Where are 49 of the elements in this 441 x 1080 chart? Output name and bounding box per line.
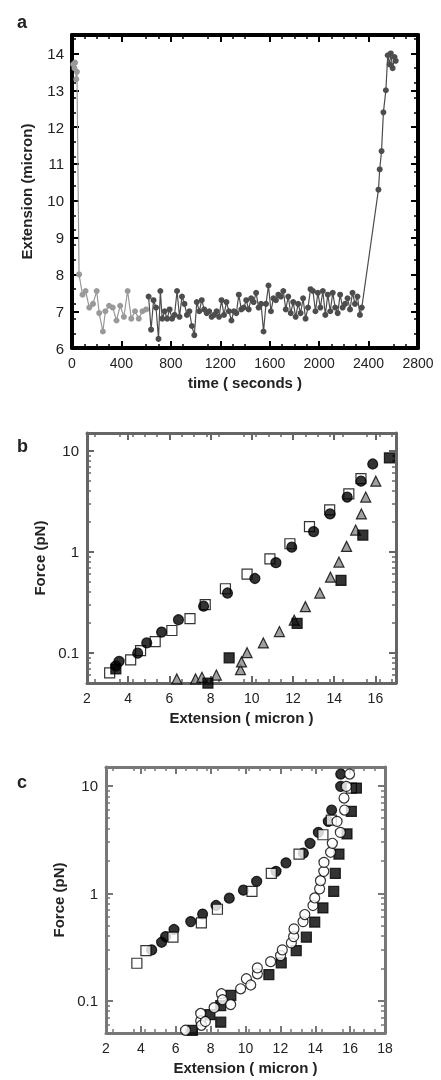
x-tick-label: 12 (272, 1040, 289, 1056)
y-tick-label: 1 (89, 884, 98, 902)
x-tick-label: 8 (206, 690, 215, 707)
x-axis-title: Extension ( micron ) (169, 709, 314, 726)
chart-title: b (17, 436, 28, 456)
y-tick-label: 0.1 (77, 992, 98, 1010)
y-axis-title: Force (pN) (31, 520, 49, 596)
x-tick-label: 2400 (352, 355, 385, 372)
x-tick-label: 18 (377, 1040, 393, 1056)
x-tick-label: 6 (171, 1040, 180, 1056)
x-tick-label: 2800 (402, 355, 434, 372)
x-tick-label: 14 (326, 690, 343, 707)
x-tick-label: 1600 (254, 355, 286, 372)
x-tick-label: 0 (68, 355, 77, 372)
y-tick-label: 10 (62, 442, 79, 460)
x-tick-label: 400 (109, 355, 134, 372)
y-tick-label: 8 (55, 265, 64, 283)
y-axis-title: Extension (micron) (18, 123, 35, 260)
x-tick-label: 14 (307, 1040, 324, 1056)
y-tick-label: 0.1 (58, 644, 79, 662)
x-tick-label: 1200 (204, 355, 237, 372)
x-tick-label: 6 (165, 690, 174, 707)
y-tick-label: 12 (47, 118, 64, 136)
x-tick-label: 16 (367, 690, 384, 707)
x-tick-label: 2000 (303, 355, 335, 372)
y-tick-label: 14 (47, 44, 64, 62)
x-tick-label: 4 (136, 1040, 145, 1056)
x-tick-label: 4 (124, 690, 133, 707)
y-tick-label: 10 (47, 192, 64, 210)
y-tick-label: 1 (70, 543, 79, 561)
y-tick-label: 13 (47, 81, 64, 99)
x-tick-label: 800 (159, 355, 183, 372)
x-tick-label: 8 (206, 1040, 215, 1056)
x-tick-label: 12 (285, 690, 301, 707)
y-tick-label: 9 (55, 229, 64, 247)
x-tick-label: 10 (237, 1040, 254, 1056)
y-axis-title: Force (pN) (50, 862, 68, 938)
x-tick-label: 2 (83, 690, 92, 707)
x-axis-title: Extension ( micron ) (173, 1058, 318, 1076)
chart-title: c (17, 772, 28, 792)
y-tick-label: 11 (48, 155, 64, 173)
y-tick-label: 10 (81, 777, 98, 795)
x-axis-title: time ( seconds ) (187, 374, 303, 391)
x-tick-label: 2 (102, 1040, 111, 1056)
x-tick-label: 10 (244, 690, 260, 707)
y-tick-label: 6 (55, 339, 64, 357)
x-tick-label: 16 (342, 1040, 359, 1056)
chart-title: a (17, 12, 28, 32)
y-tick-label: 7 (55, 302, 64, 320)
